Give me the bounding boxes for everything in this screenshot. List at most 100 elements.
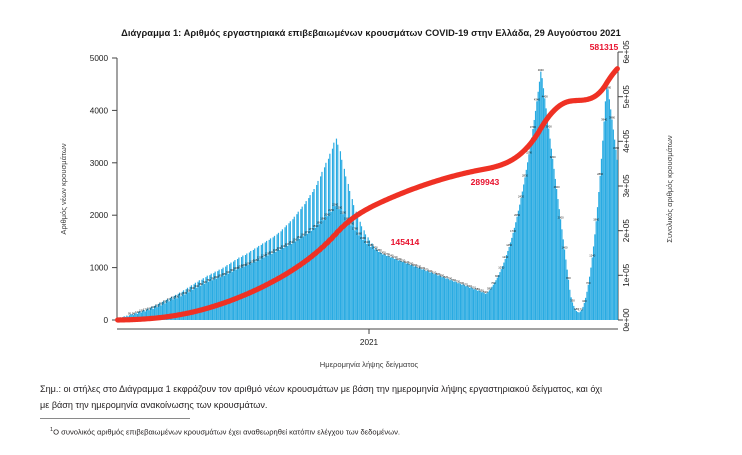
bar xyxy=(457,283,459,320)
bar xyxy=(585,297,587,320)
bar xyxy=(190,285,193,320)
bar xyxy=(421,269,423,320)
bar xyxy=(207,281,210,320)
bar xyxy=(503,262,505,320)
bar xyxy=(254,248,256,320)
bar-value-label: 920 xyxy=(226,270,231,274)
bar-value-label: 2830 xyxy=(522,174,528,178)
bar xyxy=(488,290,490,320)
bar-series xyxy=(117,71,618,321)
bar xyxy=(490,288,492,320)
x-axis-label: Ημερομηνία λήψης δείγματος xyxy=(320,360,419,369)
bar xyxy=(248,252,251,320)
bar xyxy=(588,276,591,320)
bar xyxy=(242,255,244,320)
bar-value-label: 910 xyxy=(432,270,437,274)
bar xyxy=(476,290,479,320)
footnote-divider xyxy=(40,418,190,419)
bar xyxy=(378,251,380,320)
bar xyxy=(186,287,189,320)
bar xyxy=(438,275,440,320)
bar-value-label: 850 xyxy=(440,273,445,277)
bar xyxy=(215,278,218,320)
bar-value-label: 3290 xyxy=(526,150,532,154)
bar xyxy=(175,294,177,320)
bar-value-label: 1680 xyxy=(356,232,362,236)
bar xyxy=(417,268,419,320)
bar xyxy=(225,266,227,320)
bar xyxy=(164,303,166,320)
bar xyxy=(595,221,597,320)
bar xyxy=(343,168,345,320)
bar xyxy=(544,98,546,320)
bar xyxy=(256,247,258,320)
bar-value-label: 98 xyxy=(132,311,135,315)
bar xyxy=(260,244,262,320)
bar xyxy=(356,216,359,320)
bar xyxy=(554,178,556,320)
bar-value-label: 180 xyxy=(574,307,579,311)
bar xyxy=(265,240,268,320)
bar-value-label: 470 xyxy=(179,293,184,297)
bar-value-label: 120 xyxy=(135,310,140,314)
bar xyxy=(594,234,596,320)
y-tick-right-4e05: 4e+05 xyxy=(622,129,631,152)
bar-value-label: 1980 xyxy=(344,216,350,220)
bar xyxy=(412,265,414,320)
y-axis-left: 0 1000 2000 3000 4000 5000 Αριθμός νέων … xyxy=(59,54,118,325)
bar xyxy=(392,258,394,320)
bar-value-label: 1470 xyxy=(285,242,291,246)
bar xyxy=(528,154,530,320)
bar-value-label: 1150 xyxy=(399,258,405,262)
bar xyxy=(432,273,434,320)
bar-value-label: 1310 xyxy=(269,250,275,254)
bar xyxy=(393,259,396,320)
bar-value-label: 3800 xyxy=(546,125,552,129)
bar xyxy=(519,204,521,320)
bar-value-label: 700 xyxy=(459,281,464,285)
bar-value-label: 370 xyxy=(167,298,172,302)
bar xyxy=(135,312,137,320)
bar-value-label: 170 xyxy=(578,308,583,312)
bar xyxy=(542,88,545,320)
bar-value-label: 1980 xyxy=(320,216,326,220)
bar-value-label: 170 xyxy=(143,308,148,312)
bar xyxy=(604,101,607,320)
bar xyxy=(447,279,450,320)
footnote: 1Ο συνολικός αριθμός επιβεβαιωμένων κρου… xyxy=(50,424,710,439)
bar-value-label: 1200 xyxy=(257,256,263,260)
bar xyxy=(400,261,402,320)
bar xyxy=(565,259,567,320)
bar xyxy=(582,306,584,320)
bar xyxy=(407,263,409,320)
bar-value-label: 550 xyxy=(479,288,484,292)
bar-value-label: 1000 xyxy=(419,266,425,270)
bar xyxy=(275,251,277,320)
bar-value-label: 1270 xyxy=(384,252,390,256)
bar xyxy=(397,260,400,320)
bar-value-label: 430 xyxy=(175,295,180,299)
bar xyxy=(550,148,552,320)
bar xyxy=(389,257,392,320)
bar xyxy=(453,281,455,320)
bar xyxy=(418,267,421,320)
bar xyxy=(504,259,506,320)
bar xyxy=(567,279,570,320)
footnote-text: Ο συνολικός αριθμός επιβεβαιωμένων κρουσ… xyxy=(53,427,401,437)
bar xyxy=(200,285,202,320)
bar xyxy=(139,311,141,320)
bar xyxy=(401,262,403,320)
bar xyxy=(553,168,555,320)
bar-value-label: 350 xyxy=(570,299,575,303)
bar xyxy=(436,274,438,320)
bar xyxy=(244,255,247,320)
bar xyxy=(359,221,361,320)
bar xyxy=(376,249,378,320)
bar xyxy=(479,291,481,320)
bar xyxy=(561,229,563,320)
bar-value-label: 1010 xyxy=(498,265,504,269)
bar xyxy=(425,271,427,320)
bar xyxy=(206,275,208,320)
bar xyxy=(209,275,211,320)
bar xyxy=(222,267,224,320)
